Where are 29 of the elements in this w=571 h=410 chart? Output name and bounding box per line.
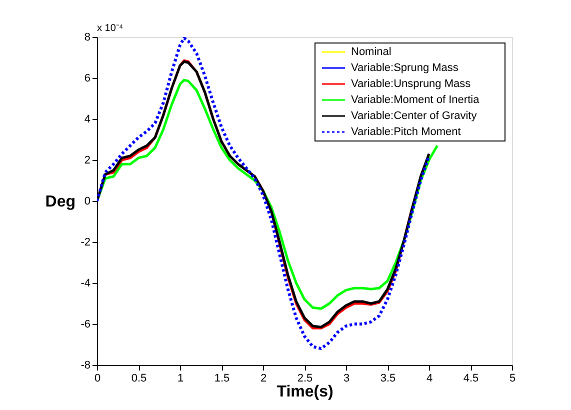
legend-label: Variable:Center of Gravity — [351, 110, 478, 122]
y-tick-label: -6 — [80, 318, 90, 330]
x-axis-title: Time(s) — [276, 384, 334, 400]
x-tick-label: 0.5 — [131, 372, 147, 384]
y-tick-label: 2 — [84, 154, 90, 166]
x-tick-label: 4 — [426, 372, 433, 384]
legend-label: Nominal — [351, 46, 392, 58]
y-tick-label: 0 — [84, 196, 90, 208]
legend-label: Variable:Sprung Mass — [351, 62, 459, 74]
legend-label: Variable:Moment of Inertia — [351, 94, 480, 106]
x-tick-label: 4.5 — [463, 372, 479, 384]
text: x 10⁻⁴ — [97, 23, 124, 34]
x-tick-label: 5 — [509, 372, 516, 384]
y-tick-label: 4 — [84, 114, 90, 126]
y-tick-label: -8 — [80, 360, 90, 372]
x-tick-label: 1 — [177, 372, 184, 384]
x-tick-label: 2.5 — [297, 372, 313, 384]
y-tick-label: 8 — [84, 32, 90, 44]
legend-label: Variable:Unsprung Mass — [351, 78, 472, 90]
y-tick-label: -4 — [80, 278, 90, 290]
x-tick-label: 1.5 — [214, 372, 230, 384]
y-tick-label: -2 — [80, 236, 90, 248]
x-tick-label: 2 — [260, 372, 267, 384]
x-tick-label: 3.5 — [380, 372, 396, 384]
legend-label: Variable:Pitch Moment — [351, 126, 461, 138]
x-tick-label: 0 — [94, 372, 101, 384]
y-axis-title: Deg — [45, 194, 76, 210]
x-tick-label: 3 — [343, 372, 350, 384]
y-tick-label: 6 — [84, 72, 90, 84]
